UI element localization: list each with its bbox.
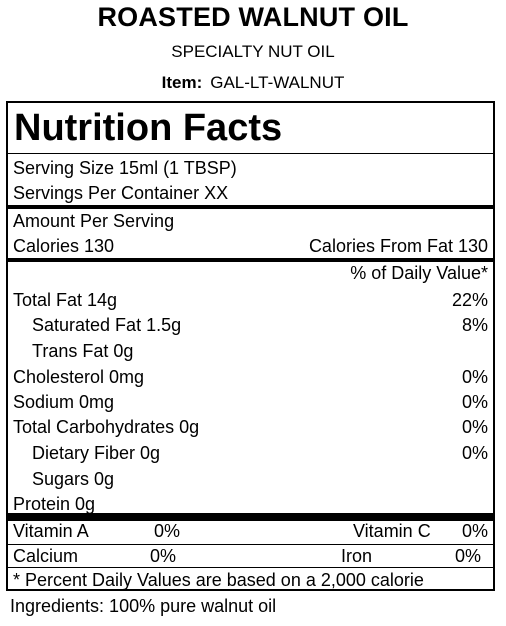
- amount-per-serving: Amount Per Serving: [13, 211, 175, 231]
- vitamin-a-name: Vitamin A: [13, 521, 89, 541]
- nutrient-dv: 8%: [461, 315, 488, 335]
- daily-value-header: % of Daily Value*: [350, 263, 488, 283]
- product-subtitle: SPECIALTY NUT OIL: [171, 42, 335, 61]
- item-value: GAL-LT-WALNUT: [210, 73, 345, 92]
- vitamin-a-value: 0%: [154, 521, 181, 541]
- nutrition-facts-heading: Nutrition Facts: [14, 107, 283, 149]
- iron-value: 0%: [455, 546, 482, 566]
- item-label: Item:: [161, 73, 203, 92]
- vitamin-c-value: 0%: [461, 521, 488, 541]
- nutrition-facts-panel: Nutrition Facts Serving Size 15ml (1 TBS…: [6, 101, 495, 591]
- calcium-value: 0%: [150, 546, 177, 566]
- servings-per-container: Servings Per Container XX: [13, 183, 229, 203]
- calories: Calories 130: [13, 236, 115, 256]
- nutrient-dv: 0%: [461, 417, 488, 437]
- iron-name: Iron: [341, 546, 373, 566]
- divider: [8, 544, 493, 545]
- nutrient-name: Cholesterol 0mg: [13, 367, 145, 387]
- divider-medium: [8, 258, 493, 262]
- product-title: ROASTED WALNUT OIL: [97, 2, 409, 32]
- calcium-name: Calcium: [13, 546, 79, 566]
- nutrient-dv: 0%: [461, 443, 488, 463]
- divider-thick: [8, 513, 493, 521]
- nutrient-name: Total Carbohydrates 0g: [13, 417, 200, 437]
- vitamin-c-name: Vitamin C: [353, 521, 431, 541]
- nutrient-name: Sodium 0mg: [13, 392, 115, 412]
- calories-from-fat: Calories From Fat 130: [308, 236, 488, 256]
- divider-medium: [8, 205, 493, 209]
- nutrient-dv: 22%: [451, 290, 488, 310]
- nutrient-name: Trans Fat 0g: [32, 341, 134, 361]
- nutrient-name: Sugars 0g: [32, 469, 115, 489]
- nutrient-dv: 0%: [461, 367, 488, 387]
- nutrient-name: Total Fat 14g: [13, 290, 118, 310]
- divider: [8, 153, 493, 154]
- nutrient-name: Saturated Fat 1.5g: [32, 315, 182, 335]
- nutrient-name: Protein 0g: [13, 494, 96, 514]
- ingredients: Ingredients: 100% pure walnut oil: [10, 596, 277, 616]
- divider: [8, 567, 493, 568]
- daily-value-footnote: * Percent Daily Values are based on a 2,…: [13, 570, 424, 590]
- item-line: Item: GAL-LT-WALNUT: [0, 73, 506, 93]
- nutrient-name: Dietary Fiber 0g: [32, 443, 161, 463]
- serving-size: Serving Size 15ml (1 TBSP): [13, 158, 237, 178]
- nutrient-dv: 0%: [461, 392, 488, 412]
